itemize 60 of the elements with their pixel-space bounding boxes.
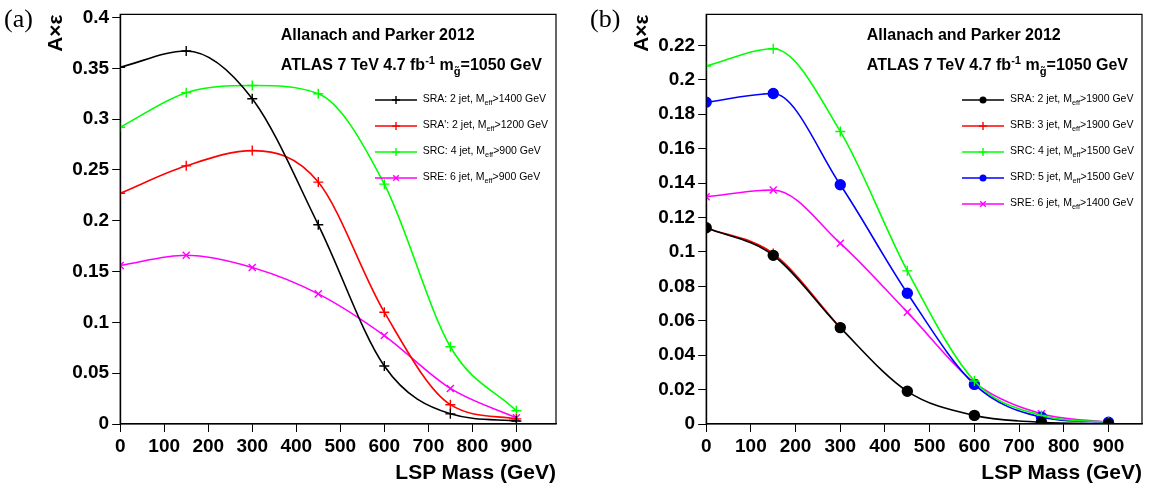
y-tick-label: 0.22 bbox=[658, 33, 696, 55]
legend-label: SRA: 2 jet, M$_{eff}$>1900 GeV bbox=[1010, 92, 1134, 108]
y-tick-label: 0.15 bbox=[72, 259, 110, 281]
y-tick-label: 0.05 bbox=[72, 361, 110, 383]
legend-label: SRD: 5 jet, M$_{eff}$>1500 GeV bbox=[1010, 170, 1134, 186]
x-tick-label: 400 bbox=[280, 434, 313, 456]
x-tick-label: 600 bbox=[368, 434, 401, 456]
y-tick-label: 0.1 bbox=[82, 310, 110, 332]
y-axis-title: A×ε bbox=[629, 14, 653, 52]
x-axis-title: LSP Mass (GeV) bbox=[981, 460, 1142, 484]
y-tick-label: 0.18 bbox=[658, 102, 696, 124]
legend-label: SRE: 6 jet, M$_{eff}$>900 GeV bbox=[422, 170, 541, 186]
y-tick-label: 0.14 bbox=[658, 171, 696, 193]
y-tick-label: 0.4 bbox=[82, 5, 110, 27]
x-tick-label: 300 bbox=[824, 434, 857, 456]
x-tick-label: 300 bbox=[236, 434, 269, 456]
y-tick-label: 0.06 bbox=[658, 308, 696, 330]
x-tick-label: 600 bbox=[958, 434, 991, 456]
x-tick-label: 200 bbox=[779, 434, 812, 456]
x-tick-label: 500 bbox=[324, 434, 357, 456]
x-tick-label: 700 bbox=[1003, 434, 1035, 456]
text: Allanach and Parker 2012 bbox=[866, 26, 1062, 45]
x-tick-label: 800 bbox=[1047, 434, 1080, 456]
y-tick-label: 0.2 bbox=[82, 208, 110, 230]
y-tick-label: 0.04 bbox=[658, 343, 696, 365]
x-tick-label: 900 bbox=[1092, 434, 1125, 456]
y-tick-label: 0.08 bbox=[658, 274, 696, 296]
text: ATLAS 7 TeV 4.7 fb$^{-1}$ m$_{g̃}$=1050 GeV bbox=[280, 54, 542, 77]
legend-label: SRA': 2 jet, M$_{eff}$>1200 GeV bbox=[422, 118, 548, 134]
y-tick-label: 0.16 bbox=[658, 136, 696, 158]
x-tick-label: 900 bbox=[500, 434, 533, 456]
legend-label: SRC: 4 jet, M$_{eff}$>900 GeV bbox=[422, 144, 541, 160]
x-tick-label: 0 bbox=[700, 434, 712, 456]
y-tick-label: 0.2 bbox=[668, 68, 696, 90]
y-tick-label: 0 bbox=[684, 412, 696, 434]
text: (b) bbox=[590, 4, 621, 34]
y-tick-label: 0.25 bbox=[72, 158, 110, 180]
legend-label: SRB: 3 jet, M$_{eff}$>1900 GeV bbox=[1010, 118, 1134, 134]
y-tick-label: 0.3 bbox=[82, 107, 110, 129]
y-axis-title: A×ε bbox=[43, 14, 67, 52]
text: Allanach and Parker 2012 bbox=[280, 26, 476, 45]
x-tick-label: 100 bbox=[148, 434, 181, 456]
x-axis-title: LSP Mass (GeV) bbox=[395, 460, 556, 484]
x-tick-label: 200 bbox=[192, 434, 225, 456]
x-tick-label: 700 bbox=[412, 434, 445, 456]
x-tick-label: 0 bbox=[114, 434, 126, 456]
legend-label: SRA: 2 jet, M$_{eff}$>1400 GeV bbox=[422, 92, 546, 108]
y-tick-label: 0.02 bbox=[658, 377, 696, 399]
x-tick-label: 400 bbox=[869, 434, 901, 456]
text: ATLAS 7 TeV 4.7 fb$^{-1}$ m$_{g̃}$=1050 GeV bbox=[866, 54, 1128, 77]
legend-label: SRE: 6 jet, M$_{eff}$>1400 GeV bbox=[1010, 196, 1134, 212]
y-tick-label: 0.12 bbox=[658, 205, 696, 227]
x-tick-label: 800 bbox=[456, 434, 489, 456]
legend-label: SRC: 4 jet, M$_{eff}$>1500 GeV bbox=[1010, 144, 1134, 160]
y-tick-label: 0.35 bbox=[72, 56, 110, 78]
text: (a) bbox=[4, 4, 33, 34]
y-tick-label: 0.1 bbox=[668, 240, 696, 262]
y-tick-label: 0 bbox=[98, 412, 110, 434]
x-tick-label: 500 bbox=[913, 434, 946, 456]
x-tick-label: 100 bbox=[735, 434, 767, 456]
